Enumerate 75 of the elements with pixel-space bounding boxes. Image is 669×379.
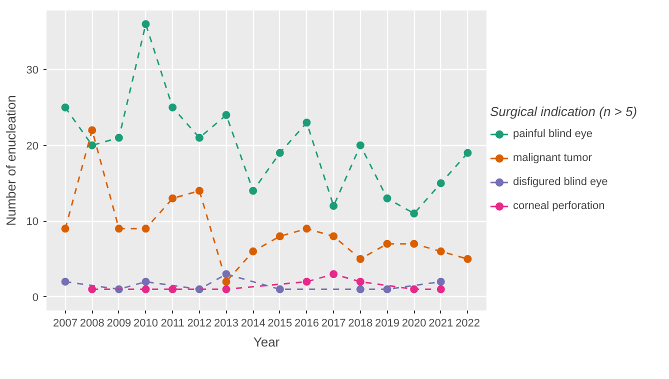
point: [88, 126, 96, 134]
point: [356, 285, 364, 294]
point: [88, 285, 96, 294]
point: [330, 232, 338, 240]
x-tick-label: 2016: [294, 318, 319, 330]
x-tick-label: 2008: [80, 318, 104, 330]
x-tick-label: 2009: [106, 318, 132, 330]
point: [276, 148, 284, 157]
legend-label: painful blind eye: [513, 128, 593, 140]
point: [222, 270, 230, 278]
point: [249, 186, 258, 195]
point: [222, 285, 230, 294]
x-tick-label: 2007: [53, 318, 78, 330]
point: [436, 278, 445, 286]
point: [356, 254, 364, 263]
point: [436, 247, 445, 256]
point: [410, 210, 418, 218]
y-tick-label: 20: [26, 140, 39, 152]
legend-label: malignant tumor: [513, 152, 592, 164]
point: [61, 224, 70, 233]
point: [356, 278, 364, 286]
point: [436, 285, 445, 294]
point: [330, 270, 338, 278]
point: [383, 240, 392, 248]
point: [464, 254, 472, 263]
point: [276, 232, 284, 240]
point: [302, 118, 311, 127]
point: [195, 134, 204, 142]
x-tick-label: 2019: [374, 318, 400, 330]
point: [276, 285, 284, 294]
point: [88, 141, 96, 150]
point: [114, 134, 123, 142]
point: [142, 224, 150, 233]
point: [249, 247, 258, 256]
point: [142, 20, 150, 28]
point: [61, 103, 70, 112]
point: [168, 285, 177, 294]
point: [168, 194, 177, 202]
x-tick-label: 2010: [134, 318, 158, 330]
point: [436, 179, 445, 188]
x-tick-label: 2012: [187, 318, 212, 330]
x-tick-label: 2011: [160, 318, 184, 330]
y-tick-label: 30: [26, 64, 39, 77]
point: [464, 148, 472, 157]
point: [222, 111, 230, 120]
point: [114, 224, 123, 233]
x-tick-label: 2013: [214, 318, 239, 330]
x-axis-title: Year: [253, 334, 280, 350]
point: [383, 194, 392, 202]
legend-label: corneal perforation: [513, 200, 605, 212]
legend-label: disfigured blind eye: [513, 176, 608, 188]
point: [302, 224, 311, 233]
y-tick-label: 10: [26, 216, 39, 228]
x-tick-label: 2015: [268, 318, 292, 330]
x-tick-label: 2022: [455, 318, 480, 330]
y-axis-title: Number of enucleation: [3, 95, 18, 226]
y-tick-label: 0: [32, 292, 39, 304]
x-tick-label: 2017: [321, 318, 346, 330]
point: [410, 285, 418, 294]
point: [61, 278, 70, 286]
point: [168, 103, 177, 112]
x-tick-label: 2014: [240, 318, 266, 330]
point: [195, 186, 204, 195]
x-tick-label: 2018: [348, 318, 373, 330]
point: [222, 278, 230, 286]
x-tick-label: 2020: [402, 318, 426, 330]
point: [356, 141, 364, 150]
point: [330, 202, 338, 210]
x-tick-label: 2021: [428, 318, 454, 330]
legend-title: Surgical indication (n > 5): [490, 104, 638, 119]
point: [142, 285, 150, 294]
point: [302, 278, 311, 286]
point: [142, 278, 150, 286]
point: [383, 285, 392, 294]
point: [410, 240, 418, 248]
